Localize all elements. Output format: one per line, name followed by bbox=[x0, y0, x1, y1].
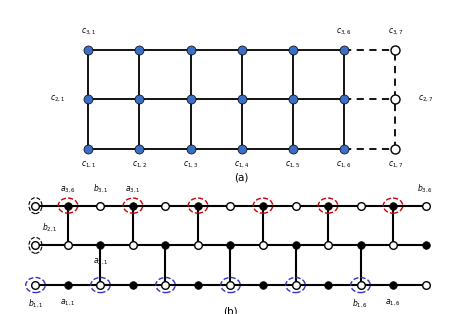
Text: $c_{3,6}$: $c_{3,6}$ bbox=[336, 27, 352, 37]
Text: $c_{2,7}$: $c_{2,7}$ bbox=[418, 94, 434, 104]
Text: $b_{1,6}$: $b_{1,6}$ bbox=[353, 298, 369, 310]
Text: $b_{2,1}$: $b_{2,1}$ bbox=[42, 222, 58, 234]
Text: $c_{1,1}$: $c_{1,1}$ bbox=[81, 160, 96, 170]
Text: $b_{3,6}$: $b_{3,6}$ bbox=[418, 182, 434, 194]
Text: $c_{1,2}$: $c_{1,2}$ bbox=[132, 160, 147, 170]
Text: $a_{3,1}$: $a_{3,1}$ bbox=[125, 184, 141, 194]
Text: $c_{1,7}$: $c_{1,7}$ bbox=[388, 160, 403, 170]
Text: $c_{1,6}$: $c_{1,6}$ bbox=[336, 160, 352, 170]
Text: $c_{2,1}$: $c_{2,1}$ bbox=[50, 94, 65, 104]
Text: $c_{1,4}$: $c_{1,4}$ bbox=[234, 160, 249, 170]
Text: $c_{3,7}$: $c_{3,7}$ bbox=[388, 27, 403, 37]
Text: $c_{1,3}$: $c_{1,3}$ bbox=[183, 160, 198, 170]
Text: (a): (a) bbox=[235, 172, 249, 182]
Text: $c_{3,1}$: $c_{3,1}$ bbox=[81, 27, 96, 37]
Text: $a_{3,6}$: $a_{3,6}$ bbox=[60, 184, 76, 194]
Text: $c_{1,5}$: $c_{1,5}$ bbox=[285, 160, 301, 170]
Text: $a_{2,1}$: $a_{2,1}$ bbox=[92, 257, 109, 267]
Text: $b_{1,1}$: $b_{1,1}$ bbox=[27, 298, 44, 310]
Text: $a_{1,6}$: $a_{1,6}$ bbox=[385, 298, 401, 308]
Text: $b_{3,1}$: $b_{3,1}$ bbox=[92, 182, 109, 194]
Text: $a_{1,1}$: $a_{1,1}$ bbox=[60, 298, 76, 308]
Text: (b): (b) bbox=[223, 307, 238, 314]
